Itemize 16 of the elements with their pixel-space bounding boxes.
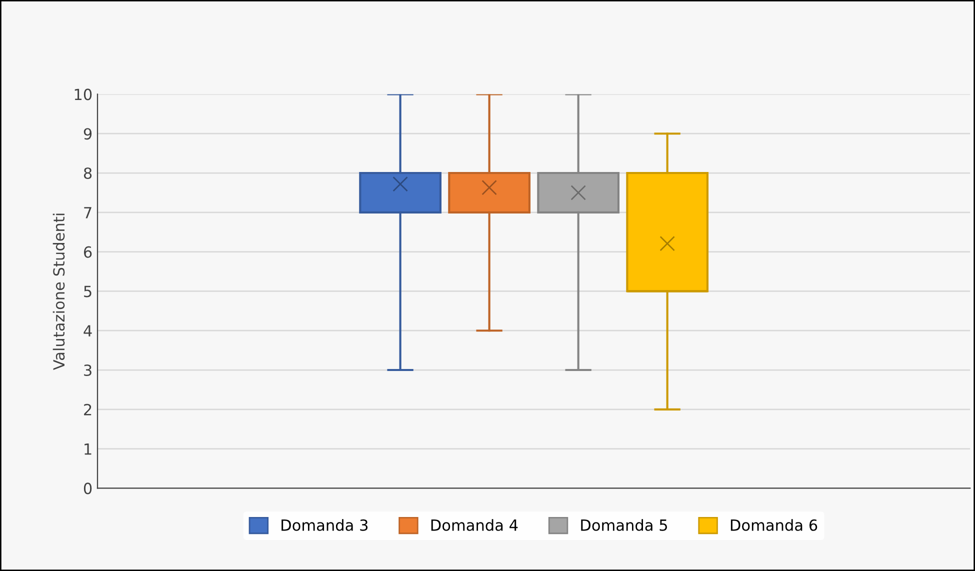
y-tick-label: 1 [84,443,92,455]
legend-label: Domanda 4 [431,519,518,531]
legend-label: Domanda 6 [730,519,818,531]
y-tick-label: 6 [84,246,92,258]
y-tick-label: 7 [84,207,92,218]
y-tick-label: 0 [84,482,92,494]
y-tick-label: 5 [84,286,92,298]
legend-label: Domanda 5 [581,519,667,531]
y-tick-label: 2 [84,404,92,416]
y-tick-label: 9 [84,128,92,140]
y-tick-label: 4 [84,325,92,336]
legend-label: Domanda 3 [282,519,368,531]
y-tick-label: 10 [74,88,92,100]
y-tick-label: 3 [84,364,92,376]
y-tick-label: 8 [84,167,92,180]
y-axis-title: Valutazione Studenti [52,214,65,370]
